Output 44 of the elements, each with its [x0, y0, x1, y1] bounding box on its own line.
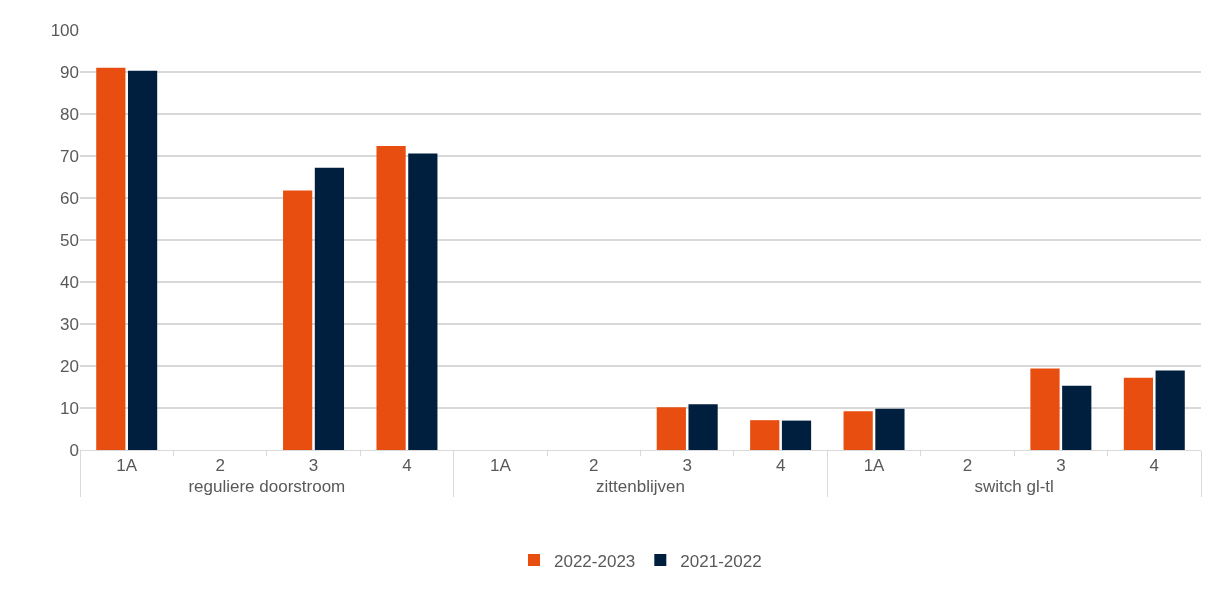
bar	[843, 411, 873, 450]
x-tick-label: 2	[589, 456, 599, 476]
y-tick-label: 10	[60, 398, 79, 418]
bar	[96, 67, 126, 450]
bar	[127, 70, 158, 450]
x-tick-label: 3	[1056, 456, 1066, 476]
y-tick-label: 20	[60, 356, 79, 376]
x-tick-label: 3	[682, 456, 692, 476]
bar	[656, 407, 686, 450]
legend-label: 2021-2022	[680, 551, 762, 571]
bar	[1123, 377, 1154, 450]
y-tick-label: 40	[60, 272, 79, 292]
y-tick-label: 80	[60, 104, 79, 124]
bar	[314, 167, 345, 450]
legend-label: 2022-2023	[554, 551, 636, 571]
y-tick-label: 70	[60, 146, 79, 166]
bar	[1062, 385, 1092, 450]
y-tick-label: 100	[50, 20, 79, 40]
text: reguliere doorstroom	[188, 477, 346, 497]
bar	[1155, 370, 1185, 450]
bar	[283, 190, 313, 450]
x-tick-label: 2	[962, 456, 973, 476]
y-tick-label: 0	[69, 440, 79, 460]
x-tick-label: 1A	[489, 456, 512, 476]
bar	[1030, 368, 1060, 450]
y-tick-label: 50	[60, 230, 79, 250]
x-tick-label: 4	[1149, 456, 1160, 476]
x-tick-label: 2	[215, 456, 225, 476]
x-tick-label: 4	[775, 456, 786, 476]
x-tick-label: 1A	[116, 456, 138, 476]
x-tick-label: 4	[402, 456, 412, 476]
y-tick-label: 60	[60, 188, 79, 208]
y-tick-label: 30	[60, 314, 79, 334]
text: zittenblijven	[596, 477, 685, 497]
text: switch gl-tl	[974, 477, 1054, 497]
x-tick-label: 1A	[863, 456, 886, 476]
bar	[781, 420, 812, 450]
y-tick-label: 90	[60, 62, 79, 82]
bar	[376, 145, 406, 450]
bar	[408, 153, 438, 450]
bar	[688, 404, 718, 450]
x-tick-label: 3	[308, 456, 319, 476]
bar	[875, 408, 905, 450]
bar	[750, 420, 780, 450]
